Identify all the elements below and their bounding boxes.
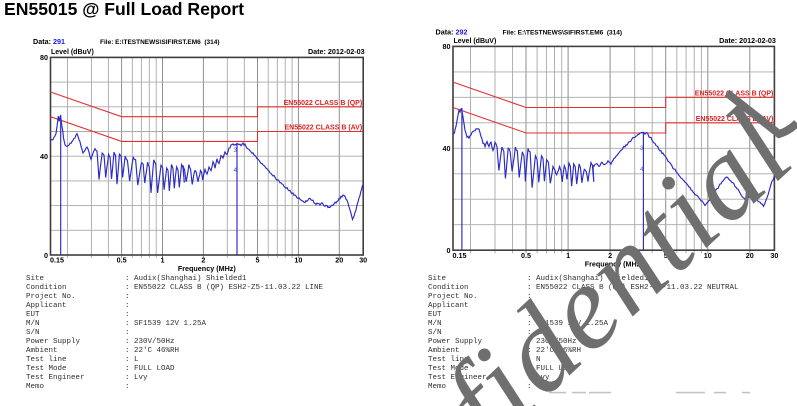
svg-text:Level (dBuV): Level (dBuV) [51,49,94,56]
svg-text:0: 0 [447,246,451,255]
svg-text:Frequency (MHz): Frequency (MHz) [178,264,237,273]
svg-text:4: 4 [640,166,644,173]
svg-text:5: 5 [664,251,668,260]
svg-text:80: 80 [40,53,48,62]
svg-text:3: 3 [234,147,238,154]
svg-text:Date: 2012-02-03: Date: 2012-02-03 [719,36,776,45]
svg-text:0.15: 0.15 [453,251,467,260]
svg-text:2: 2 [201,256,205,265]
svg-text:0: 0 [44,251,48,260]
svg-text:Frequency (MHz): Frequency (MHz) [585,259,644,268]
svg-text:40: 40 [443,144,451,153]
svg-text:5: 5 [256,256,260,265]
svg-text:Data: 291: Data: 291 [33,37,65,46]
svg-text:3: 3 [640,145,644,152]
svg-text:File: E:\TESTNEWS\SIFIRST.EM6: File: E:\TESTNEWS\SIFIRST.EM6 (314) [503,29,623,36]
svg-text:Data: 292: Data: 292 [436,27,468,36]
svg-text:2: 2 [608,251,612,260]
svg-text:Level (dBuV): Level (dBuV) [454,38,497,45]
svg-text:Date: 2012-02-03: Date: 2012-02-03 [308,47,365,56]
svg-text:File: E:\TESTNEWS\SIFIRST.EM6: File: E:\TESTNEWS\SIFIRST.EM6 (314) [100,39,220,46]
svg-text:20: 20 [746,251,754,260]
svg-text:Confidential: Confidential [266,83,797,406]
svg-text:4: 4 [234,167,238,174]
svg-text:1: 1 [161,256,165,265]
svg-text:20: 20 [335,256,343,265]
svg-text:30: 30 [770,251,778,260]
svg-text:10: 10 [704,251,712,260]
svg-text:EN55022 CLASS B (QP): EN55022 CLASS B (QP) [284,100,363,107]
svg-text:40: 40 [40,152,48,161]
svg-text:0.5: 0.5 [117,256,127,265]
svg-text:EN55022 CLASS B (AV): EN55022 CLASS B (AV) [696,116,774,123]
svg-text:30: 30 [359,256,367,265]
svg-text:1: 1 [566,251,570,260]
svg-text:0.5: 0.5 [521,251,531,260]
svg-text:EN55022 CLASS B (AV): EN55022 CLASS B (AV) [285,125,363,132]
svg-text:10: 10 [294,256,302,265]
svg-text:0.15: 0.15 [50,256,64,265]
svg-text:80: 80 [443,42,451,51]
